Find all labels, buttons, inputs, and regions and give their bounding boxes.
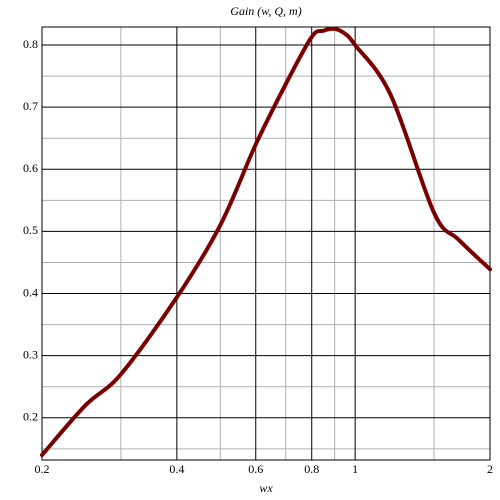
y-tick-label: 0.5	[23, 223, 38, 237]
y-tick-label: 0.6	[23, 161, 38, 175]
x-tick-label: 1	[352, 462, 358, 476]
plot-frame	[41, 26, 491, 461]
x-tick-label: 2	[487, 462, 493, 476]
chart-title: Gain (w, Q, m)	[230, 4, 301, 18]
y-tick-label: 0.8	[23, 37, 38, 51]
x-tick-label: 0.2	[35, 462, 50, 476]
x-tick-label: 0.8	[304, 462, 319, 476]
y-tick-label: 0.4	[23, 285, 38, 299]
y-tick-label: 0.7	[23, 99, 38, 113]
x-tick-label: 0.6	[248, 462, 263, 476]
line	[40, 26, 492, 458]
y-tick-label: 0.2	[23, 410, 38, 424]
x-tick-label: 0.4	[169, 462, 184, 476]
x-axis-label: wx	[259, 481, 273, 495]
y-tick-label: 0.3	[23, 347, 38, 361]
